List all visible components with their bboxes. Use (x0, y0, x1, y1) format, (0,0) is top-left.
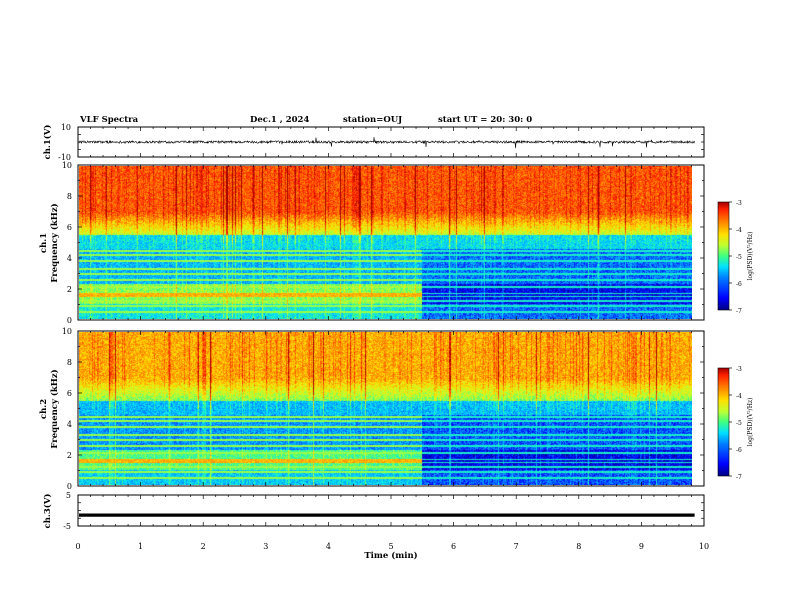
x-tick-label: 2 (201, 542, 206, 551)
ch1-freq-tick-4: 4 (67, 254, 72, 263)
ch2-cb-tick-m4: -4 (736, 393, 742, 400)
ch2-freq-tick-4: 4 (67, 420, 72, 429)
x-tick-label: 9 (639, 542, 644, 551)
ch3-ytick-bottom: -5 (63, 522, 71, 531)
ch1-waveform-trace (78, 137, 695, 149)
x-tick-label: 0 (75, 542, 80, 551)
ch1-freq-tick-10: 10 (62, 161, 72, 170)
ch3-ytick-top: 5 (66, 491, 71, 500)
ch1-colorbar-label: log(PSD)(V²/Hz) (747, 232, 754, 281)
ch1-spectrogram-ylabel-a: ch.1 (39, 233, 49, 253)
ch2-spectrogram-image (79, 332, 692, 485)
x-axis-label: Time (min) (364, 550, 417, 561)
ch1-colorbar-scale (717, 201, 730, 311)
ch2-freq-tick-6: 6 (67, 389, 72, 398)
ch2-cb-tick-m5: -5 (736, 420, 742, 427)
ch2-colorbar-scale (717, 367, 730, 477)
ch1-spectrogram-ticks (77, 164, 705, 321)
ch1-colorbar: -3 -4 -5 -6 -7 log(PSD)(V²/Hz) (717, 200, 754, 315)
ch1-ytick-top: 10 (61, 123, 71, 132)
x-tick-label: 3 (263, 542, 268, 551)
station-label: station=OUJ (343, 115, 402, 125)
ch1-spectrogram-image (79, 166, 692, 319)
date-label: Dec.1 , 2024 (250, 115, 309, 125)
x-tick-label: 4 (326, 542, 331, 551)
ch2-colorbar-label: log(PSD)(V²/Hz) (747, 398, 754, 447)
ch1-freq-tick-0: 0 (67, 316, 72, 325)
ch2-freq-tick-0: 0 (67, 482, 72, 491)
ch1-ytick-bottom: -10 (58, 153, 71, 162)
ch1-freq-tick-2: 2 (67, 285, 72, 294)
x-tick-label: 10 (699, 542, 709, 551)
x-tick-label: 1 (138, 542, 143, 551)
ch2-cb-tick-m3: -3 (736, 366, 742, 373)
x-tick-label: 8 (576, 542, 581, 551)
ch1-spectrogram-panel: 0 2 4 6 8 10 ch.1 Frequency (kHz) (39, 161, 705, 325)
ch2-cb-tick-m6: -6 (736, 447, 742, 454)
x-tick-label: 5 (388, 542, 393, 551)
x-tick-labels: 0 1 2 3 4 5 6 7 8 9 10 (75, 542, 709, 551)
ch3-waveform-frame (77, 494, 705, 527)
ch2-spectrogram-ticks (77, 330, 705, 487)
ch1-freq-tick-6: 6 (67, 223, 72, 232)
ch2-freq-tick-8: 8 (67, 358, 72, 367)
ch2-cb-tick-m7: -7 (736, 474, 742, 481)
x-tick-label: 6 (451, 542, 456, 551)
ch2-freq-tick-10: 10 (62, 327, 72, 336)
ch2-spectrogram-ylabel-b: Frequency (kHz) (49, 369, 60, 448)
ch3-waveform-panel: 5 -5 ch.3(V) (42, 491, 705, 531)
ch2-spectrogram-panel: 0 2 4 6 8 10 ch.2 Frequency (kHz) (39, 327, 705, 491)
ch1-waveform-ticks (77, 126, 705, 158)
ch1-waveform-panel: 10 -10 ch.1(V) (42, 123, 705, 162)
x-tick-label: 7 (514, 542, 519, 551)
ch1-cb-tick-m3: -3 (736, 200, 742, 207)
ch1-cb-tick-m6: -6 (736, 281, 742, 288)
ch2-freq-tick-2: 2 (67, 451, 72, 460)
ch1-cb-tick-m7: -7 (736, 308, 742, 315)
figure-title: VLF Spectra (79, 115, 139, 125)
ch1-cb-tick-m4: -4 (736, 227, 742, 234)
ch2-spectrogram-ylabel-a: ch.2 (39, 399, 49, 419)
ch2-colorbar: -3 -4 -5 -6 -7 log(PSD)(V²/Hz) (717, 366, 754, 481)
ch1-cb-tick-m5: -5 (736, 254, 742, 261)
ch3-waveform-ylabel: ch.3(V) (42, 494, 53, 529)
start-ut-label: start UT = 20: 30: 0 (438, 115, 532, 125)
ch1-waveform-ylabel: ch.1(V) (42, 125, 53, 160)
ch1-freq-tick-8: 8 (67, 192, 72, 201)
ch1-spectrogram-ylabel-b: Frequency (kHz) (49, 203, 60, 282)
ch3-waveform-ticks (77, 494, 705, 527)
